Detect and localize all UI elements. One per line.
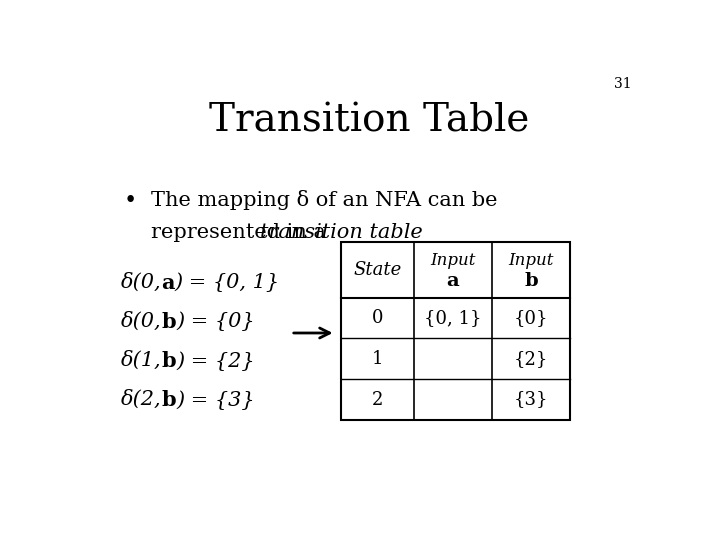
Text: {2}: {2} [513, 350, 548, 368]
Text: 1: 1 [372, 350, 383, 368]
Text: {0, 1}: {0, 1} [424, 309, 482, 327]
Text: Input: Input [508, 252, 554, 269]
Text: δ(0,: δ(0, [121, 273, 161, 292]
Text: δ(2,: δ(2, [121, 390, 161, 409]
Text: 31: 31 [613, 77, 631, 91]
Text: b: b [161, 312, 176, 332]
Text: Input: Input [430, 252, 475, 269]
Text: {3}: {3} [513, 390, 548, 409]
Text: ) = {0}: ) = {0} [176, 312, 255, 332]
Text: represented in a: represented in a [151, 223, 333, 242]
Text: a: a [161, 273, 175, 293]
Text: 2: 2 [372, 390, 383, 409]
Text: ) = {0, 1}: ) = {0, 1} [175, 273, 280, 292]
Text: b: b [161, 351, 176, 371]
Text: State: State [354, 261, 402, 279]
Text: b: b [524, 272, 538, 290]
Bar [341, 241, 570, 420]
Text: 0: 0 [372, 309, 383, 327]
Text: {0}: {0} [513, 309, 548, 327]
Text: The mapping δ of an NFA can be: The mapping δ of an NFA can be [151, 190, 498, 210]
Text: •: • [124, 190, 137, 212]
Text: a: a [446, 272, 459, 290]
Text: transition table: transition table [260, 223, 423, 242]
Text: δ(0,: δ(0, [121, 312, 161, 331]
Text: b: b [161, 390, 176, 410]
Text: ) = {3}: ) = {3} [176, 390, 255, 410]
Text: ) = {2}: ) = {2} [176, 351, 255, 370]
Text: Transition Table: Transition Table [209, 102, 529, 139]
Text: δ(1,: δ(1, [121, 351, 161, 370]
